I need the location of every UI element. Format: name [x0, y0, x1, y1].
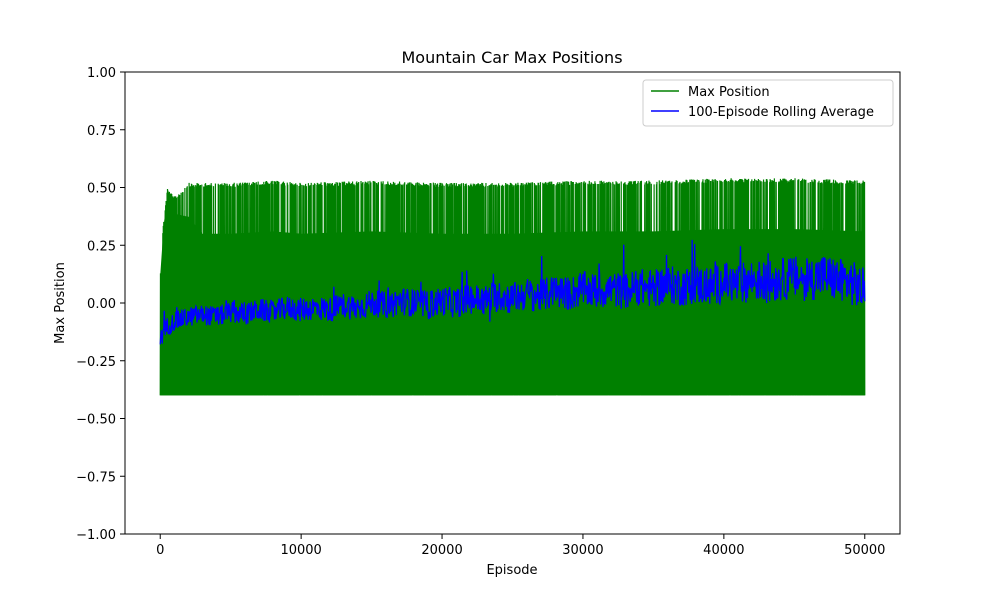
y-tick-label: −0.75: [76, 470, 116, 485]
x-tick-label: 0: [156, 543, 164, 558]
y-tick-label: −1.00: [76, 528, 116, 543]
x-axis: 0 10000 20000 30000 40000 50000: [156, 534, 885, 558]
y-axis: −1.00 −0.75 −0.50 −0.25 0.00 0.25 0.50 0.75 1.00: [76, 66, 125, 543]
x-tick-label: 10000: [280, 543, 321, 558]
y-tick-label: −0.25: [76, 355, 116, 370]
y-tick-label: 0.75: [87, 124, 116, 139]
y-axis-label: Max Position: [53, 262, 68, 344]
x-tick-label: 30000: [562, 543, 603, 558]
y-tick-label: −0.50: [76, 413, 116, 428]
y-tick-label: 0.00: [87, 297, 116, 312]
x-tick-label: 40000: [703, 543, 744, 558]
y-tick-label: 1.00: [87, 66, 116, 81]
legend-box: [642, 79, 894, 127]
legend-label-max-position: Max Position: [688, 85, 770, 100]
x-tick-label: 20000: [421, 543, 462, 558]
y-tick-label: 0.50: [87, 182, 116, 197]
series-line-max-position: [159, 178, 866, 396]
x-axis-label: Episode: [486, 563, 537, 578]
chart-title: Mountain Car Max Positions: [401, 48, 622, 67]
legend: Max Position 100-Episode Rolling Average: [642, 79, 894, 127]
x-tick-label: 50000: [844, 543, 885, 558]
series-line-rolling-average: [159, 239, 866, 345]
plot-area: [159, 178, 866, 396]
legend-label-rolling-average: 100-Episode Rolling Average: [688, 105, 874, 120]
y-tick-label: 0.25: [87, 239, 116, 254]
